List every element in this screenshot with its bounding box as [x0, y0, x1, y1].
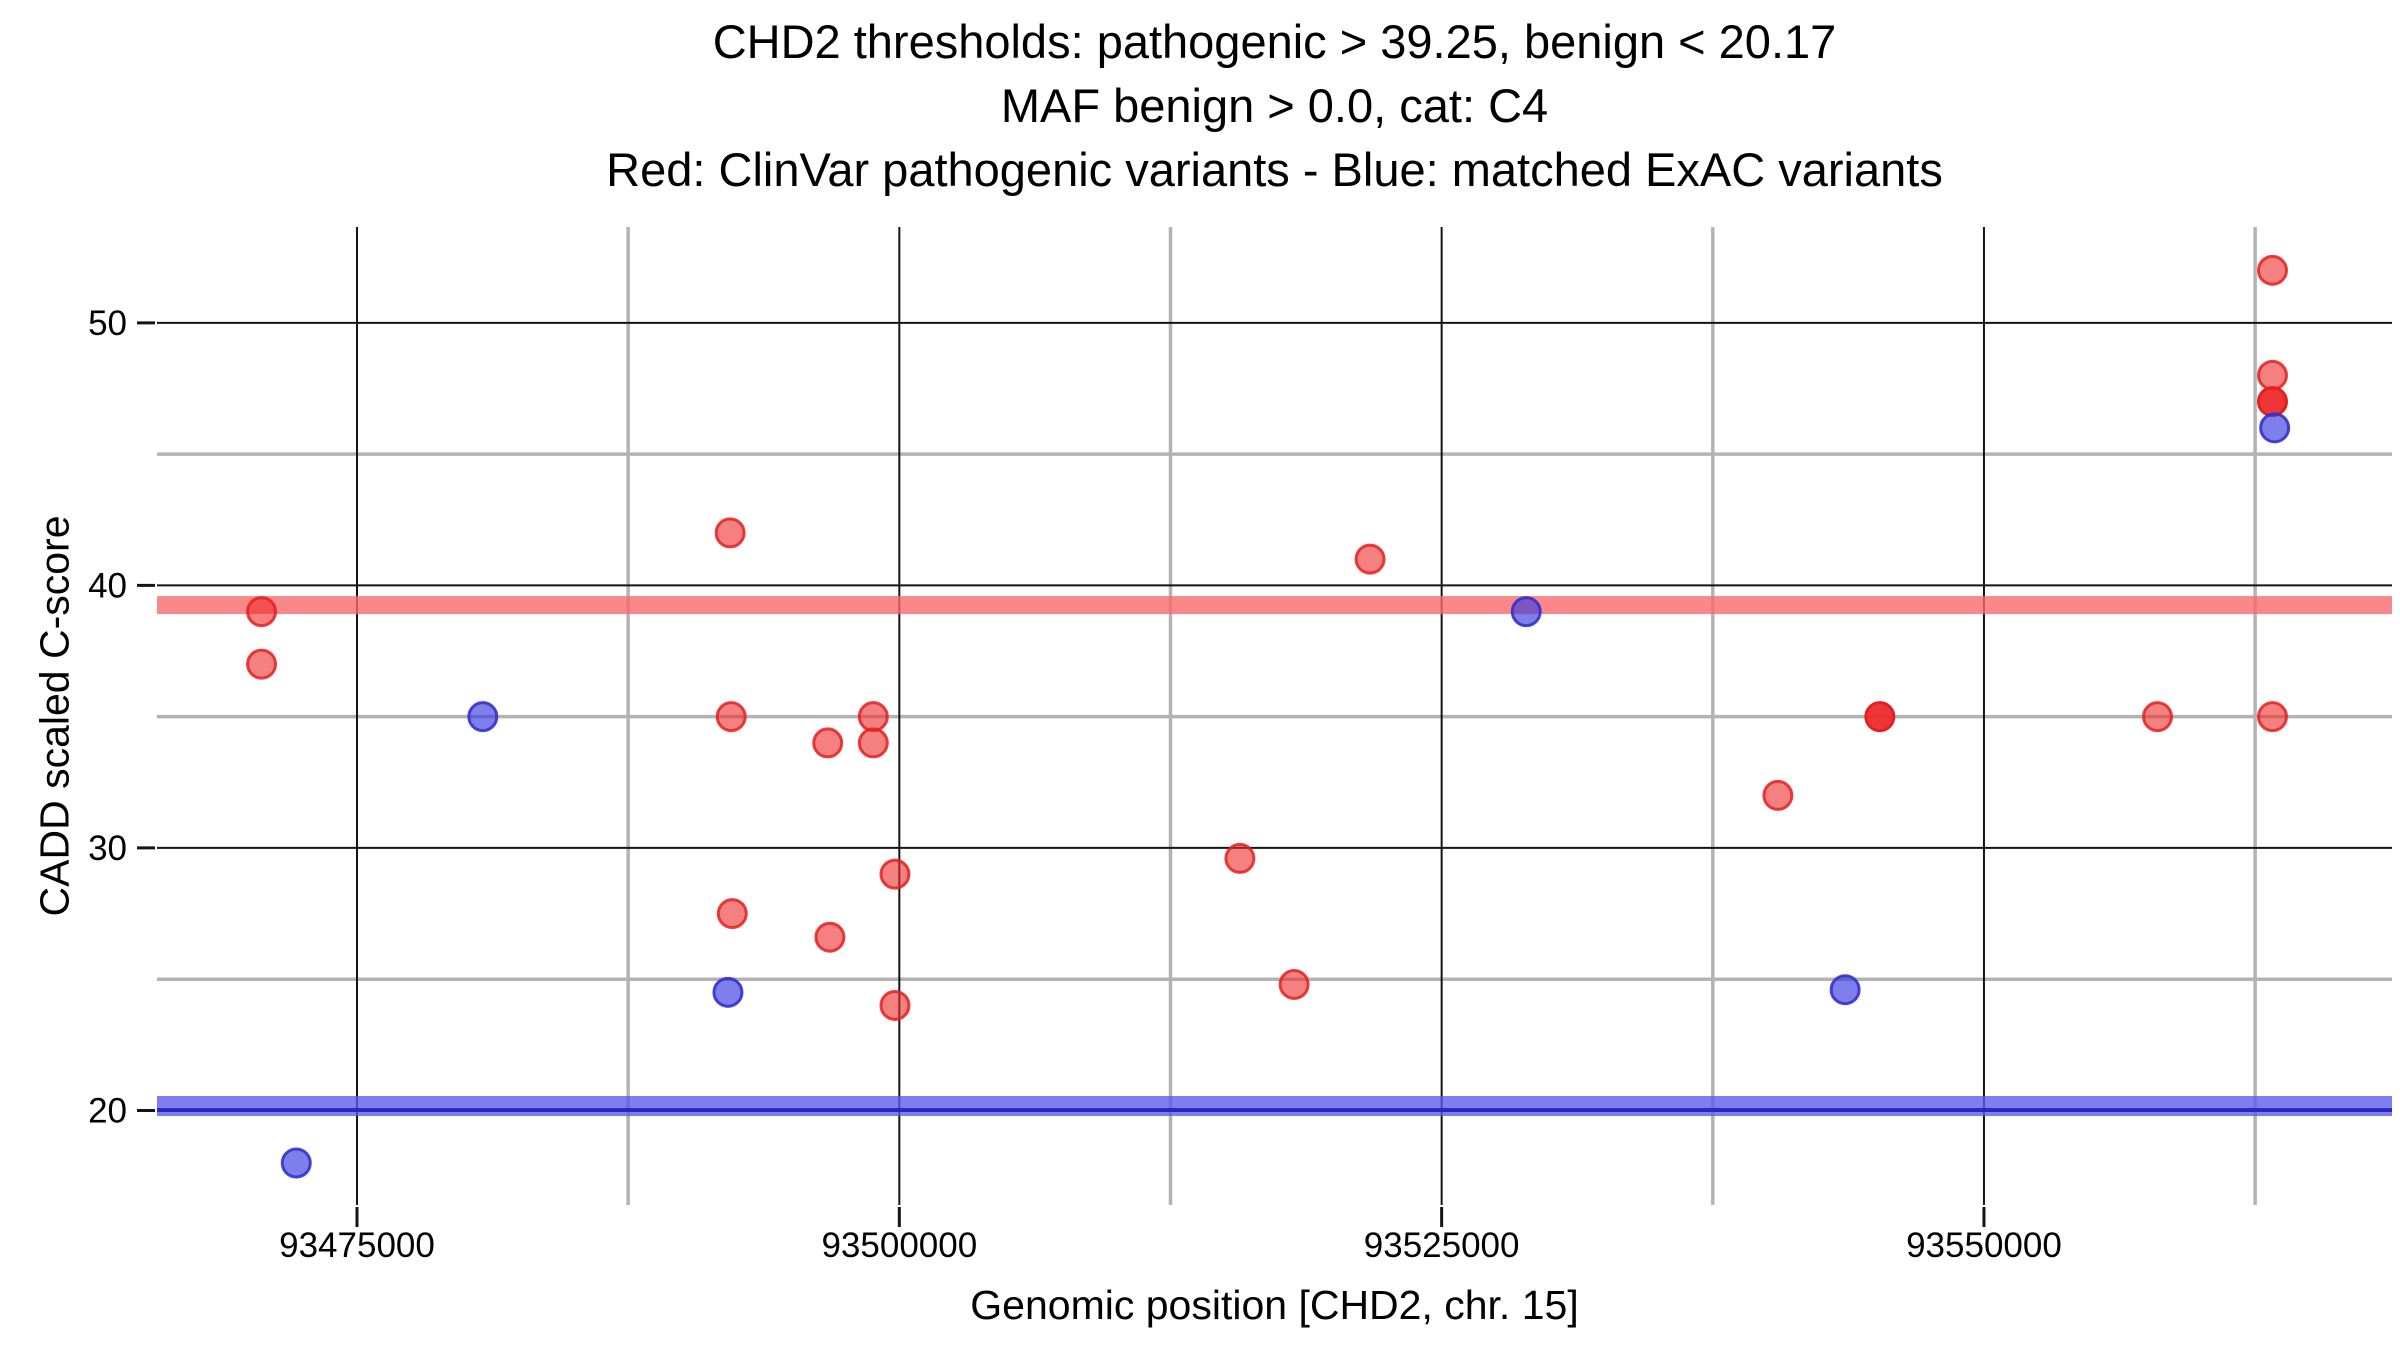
- clinvar-point: [1224, 842, 1256, 874]
- clinvar-point: [857, 701, 889, 733]
- clinvar-point: [814, 921, 846, 953]
- pathogenic-threshold-band: [157, 596, 2392, 615]
- exac-point: [1829, 974, 1861, 1006]
- exac-point: [467, 701, 499, 733]
- clinvar-point-overlapped: [2256, 386, 2288, 418]
- clinvar-point: [2256, 254, 2288, 286]
- clinvar-point: [246, 596, 278, 628]
- clinvar-point: [879, 989, 911, 1021]
- x-axis-label: Genomic position [CHD2, chr. 15]: [970, 1282, 1579, 1328]
- clinvar-point: [715, 701, 747, 733]
- exac-point: [280, 1147, 312, 1179]
- clinvar-point-overlapped: [1864, 701, 1896, 733]
- clinvar-point: [2256, 359, 2288, 391]
- exac-point: [2259, 412, 2291, 444]
- clinvar-point: [714, 517, 746, 549]
- exac-point: [1510, 596, 1542, 628]
- clinvar-point: [2142, 701, 2174, 733]
- clinvar-point: [246, 648, 278, 680]
- clinvar-point: [879, 858, 911, 890]
- clinvar-point: [857, 727, 889, 759]
- y-tick-label: 30: [88, 829, 127, 868]
- clinvar-point: [1354, 543, 1386, 575]
- chart-title-line-1: CHD2 thresholds: pathogenic > 39.25, ben…: [712, 15, 1837, 68]
- clinvar-point: [1762, 779, 1794, 811]
- clinvar-point: [716, 898, 748, 930]
- y-tick-label: 20: [88, 1091, 127, 1130]
- benign-threshold-band: [157, 1096, 2392, 1117]
- chart-title-line-3: Red: ClinVar pathogenic variants - Blue:…: [606, 143, 1943, 196]
- chart-title: CHD2 thresholds: pathogenic > 39.25, ben…: [157, 10, 2392, 202]
- clinvar-point: [2256, 701, 2288, 733]
- x-tick-label: 93500000: [821, 1226, 977, 1265]
- y-tick-label: 40: [88, 566, 127, 605]
- exac-point: [712, 976, 744, 1008]
- chart-title-line-2: MAF benign > 0.0, cat: C4: [1000, 79, 1549, 132]
- clinvar-point: [1278, 968, 1310, 1000]
- x-tick-label: 93525000: [1364, 1226, 1520, 1265]
- clinvar-point: [812, 727, 844, 759]
- y-tick-label: 50: [88, 304, 127, 343]
- x-tick-label: 93550000: [1906, 1226, 2062, 1265]
- x-tick-label: 93475000: [279, 1226, 435, 1265]
